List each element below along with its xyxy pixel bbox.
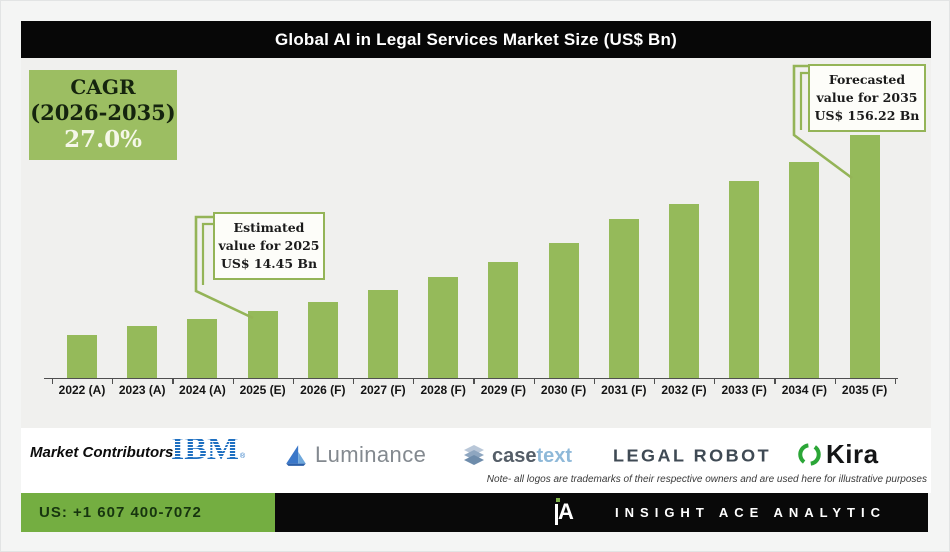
bar-2034 [789,162,820,378]
insight-ace-logo-icon: A [551,497,575,527]
luminance-sail-icon [286,445,306,466]
x-axis-label-2032: 2032 (F) [661,383,707,397]
forecasted-value-callout: Forecasted value for 2035 US$ 156.22 Bn [808,64,926,132]
x-axis-label-2026: 2026 (F) [300,383,346,397]
casetext-logo-text-text: text [536,444,573,467]
insight-ace-green-dot [556,497,561,502]
x-axis-line [44,378,898,379]
axis-tick [533,379,535,384]
x-axis-label-2023: 2023 (A) [118,383,166,397]
x-axis-label-2025: 2025 (E) [239,383,286,397]
brand-name: INSIGHT ACE ANALYTIC [615,505,886,520]
title-bar: Global AI in Legal Services Market Size … [21,21,931,58]
cagr-range: (2026-2035) [30,100,176,125]
casetext-layers-icon [464,445,484,465]
x-axis-label-2022: 2022 (A) [58,383,106,397]
estimated-line1: Estimated [233,219,305,235]
bar-2035 [849,135,880,378]
footer-phone-bar: US: +1 607 400-7072 [21,493,275,532]
bar-2027 [368,290,398,378]
bar-2033 [729,181,760,378]
axis-tick [653,379,656,384]
axis-tick [894,379,897,384]
footer-brand-bar: A INSIGHT ACE ANALYTIC [275,493,928,532]
axis-tick [473,379,475,384]
forecasted-line2: value for 2035 [816,89,918,105]
axis-tick [232,379,234,384]
bar-2023 [127,326,158,378]
estimated-value-callout: Estimated value for 2025 US$ 14.45 Bn [213,212,325,280]
bar-2028 [428,277,459,378]
axis-tick [112,379,114,384]
x-axis-label-2028: 2028 (F) [420,383,466,397]
bar-2025 [247,311,278,378]
x-axis-label-2031: 2031 (F) [601,383,647,397]
trademark-note: Note- all logos are trademarks of their … [486,474,927,485]
x-axis-label-2030: 2030 (F) [540,383,587,397]
market-contributors-label: Market Contributors [30,444,174,461]
phone-number: US: +1 607 400-7072 [39,504,202,521]
insight-ace-bar [555,503,559,525]
casetext-logo: casetext [462,444,572,468]
x-axis-label-2027: 2027 (F) [360,383,406,397]
x-axis-label-2024: 2024 (A) [179,383,226,397]
kira-logo: Kira [796,439,879,470]
axis-tick [593,379,596,384]
luminance-logo-text: Luminance [315,442,427,467]
cagr-title: CAGR [70,75,136,99]
page-title: Global AI in Legal Services Market Size … [275,29,677,49]
estimated-line3: US$ 14.45 Bn [220,256,318,272]
luminance-logo: Luminance [283,442,426,468]
kira-circle-icon [798,443,821,466]
bar-2024 [187,319,218,378]
bar-2029 [488,262,519,378]
axis-tick [774,379,776,384]
casetext-logo-text-case: case [492,444,537,467]
x-axis-label-2034: 2034 (F) [781,383,828,397]
ibm-logo-text: IBM [171,432,239,467]
market-contributors-strip: Market Contributors IBM ® Luminance case… [21,428,931,493]
x-axis-label-2035: 2035 (F) [841,383,888,397]
legal-robot-logo-text: LEGAL ROBOT [613,446,772,466]
axis-tick [352,379,355,384]
ibm-logo: IBM ® [171,432,246,467]
cagr-value: 27.0% [64,126,142,154]
bar-2026 [307,302,338,378]
axis-tick [413,379,415,384]
axis-tick [51,379,54,384]
bar-2031 [608,219,639,378]
bar-2030 [548,243,579,378]
bar-2022 [67,335,97,378]
legal-robot-logo: LEGAL ROBOT [613,446,771,467]
axis-tick [172,379,174,384]
cagr-box: CAGR (2026-2035) 27.0% [29,70,177,160]
insight-ace-a-glyph: A [558,498,574,524]
axis-tick [292,379,295,384]
kira-logo-text: Kira [826,439,879,469]
estimated-line2: value for 2025 [218,237,320,253]
bar-2032 [669,204,699,378]
axis-tick [834,379,836,384]
x-axis-label-2033: 2033 (F) [721,383,767,397]
axis-tick [714,379,716,384]
x-axis-label-2029: 2029 (F) [480,383,527,397]
bar-chart: 2022 (A) 2023 (A) 2024 (A) 2025 (E) 2026 (F)… [21,58,931,428]
forecasted-line3: US$ 156.22 Bn [814,108,920,124]
forecasted-line1: Forecasted [828,71,906,87]
ibm-registered-mark: ® [240,452,246,460]
